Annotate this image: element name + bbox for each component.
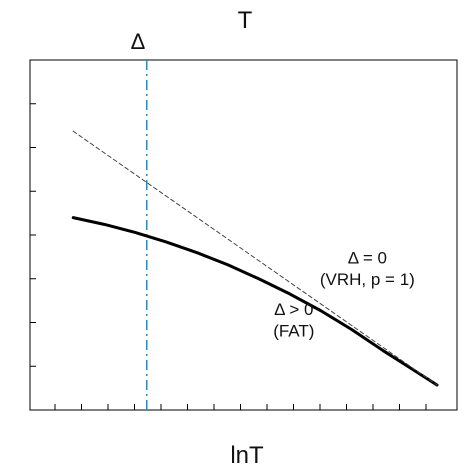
annotation-label: (VRH, p = 1)	[320, 270, 415, 289]
top-label: T	[238, 7, 253, 34]
annotation-label: (FAT)	[273, 321, 314, 340]
marker-label: Δ	[131, 29, 146, 54]
annotation-label: Δ = 0	[348, 249, 387, 268]
annotation-label: Δ > 0	[274, 300, 313, 319]
series-group	[71, 60, 439, 410]
solid-series-line	[71, 216, 439, 387]
annotations: Δ = 0 (VRH, p = 1) Δ > 0 (FAT)	[273, 249, 415, 341]
ticks	[30, 103, 427, 410]
dashed-series-line	[72, 130, 438, 386]
x-axis-label: lnT	[230, 442, 264, 469]
